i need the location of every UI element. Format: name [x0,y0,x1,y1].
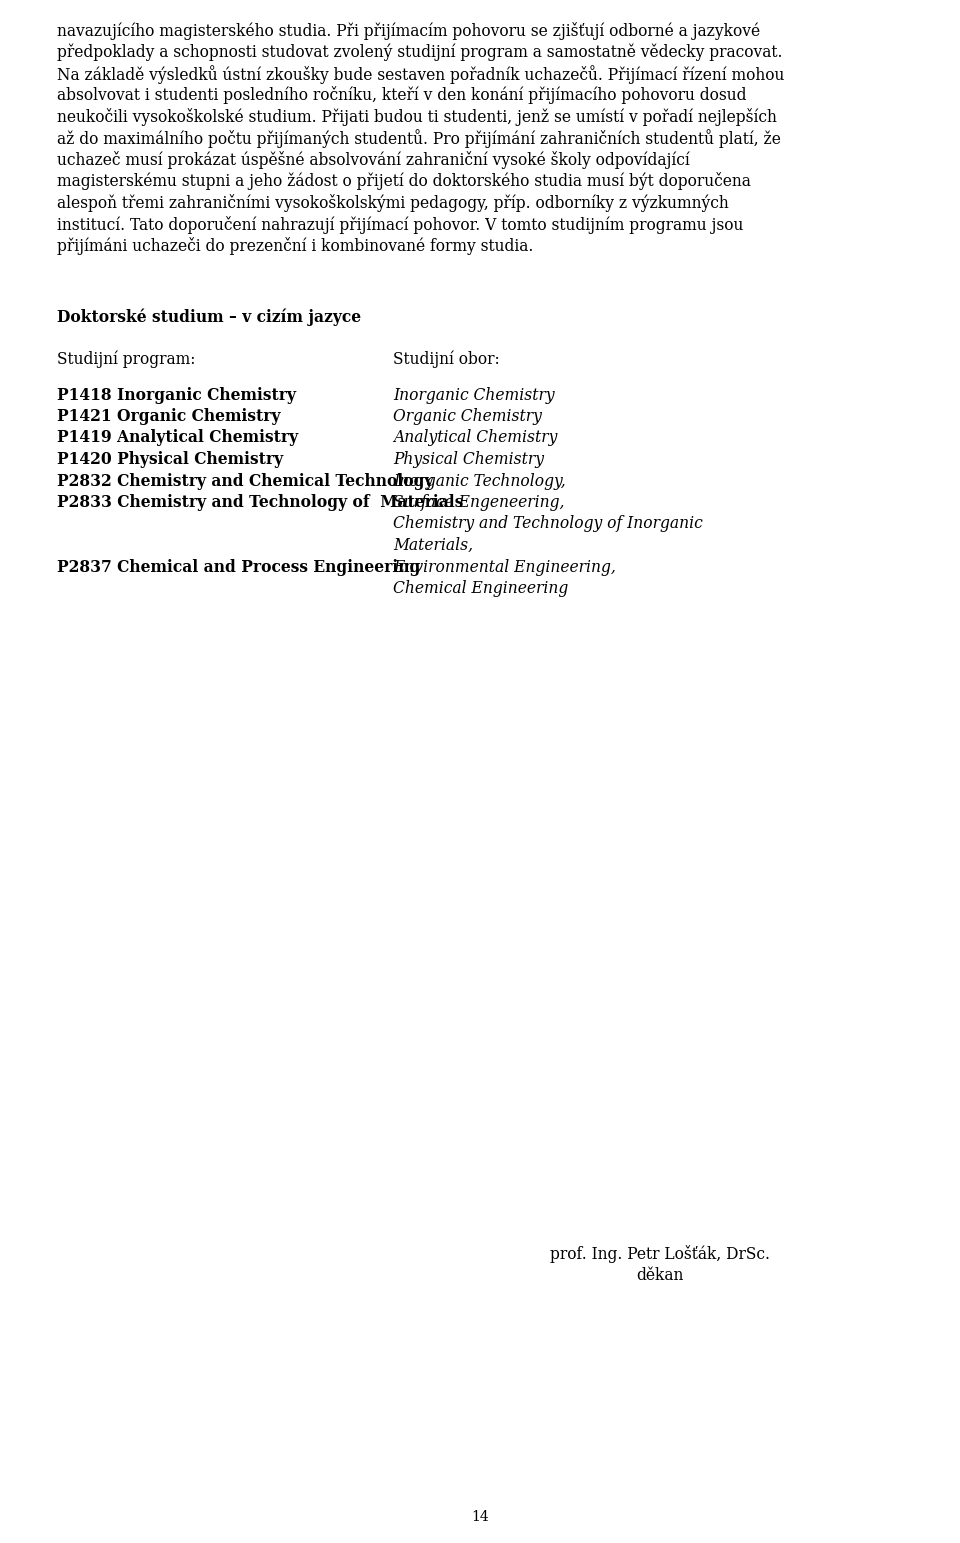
Text: Chemical Engineering: Chemical Engineering [393,580,568,597]
Text: Physical Chemistry: Physical Chemistry [393,451,544,468]
Text: P1421 Organic Chemistry: P1421 Organic Chemistry [57,407,280,424]
Text: neukočili vysokoškolské studium. Přijati budou ti studenti, jenž se umístí v poř: neukočili vysokoškolské studium. Přijati… [57,108,777,127]
Text: P1418 Inorganic Chemistry: P1418 Inorganic Chemistry [57,386,296,404]
Text: 14: 14 [471,1511,489,1524]
Text: Chemistry and Technology of Inorganic: Chemistry and Technology of Inorganic [393,515,703,532]
Text: Analytical Chemistry: Analytical Chemistry [393,429,558,446]
Text: Environmental Engineering,: Environmental Engineering, [393,559,615,576]
Text: Na základě výsledků ústní zkoušky bude sestaven pořadník uchazečů. Přijímací říz: Na základě výsledků ústní zkoušky bude s… [57,65,784,83]
Text: děkan: děkan [636,1267,684,1284]
Text: alespoň třemi zahraničními vysokoškolskými pedagogy, příp. odborníky z výzkumnýc: alespoň třemi zahraničními vysokoškolský… [57,194,729,211]
Text: prof. Ing. Petr Lošťák, DrSc.: prof. Ing. Petr Lošťák, DrSc. [550,1245,770,1264]
Text: P2837 Chemical and Process Engineering: P2837 Chemical and Process Engineering [57,559,420,576]
Text: P1419 Analytical Chemistry: P1419 Analytical Chemistry [57,429,299,446]
Text: P2833 Chemistry and Technology of  Materials: P2833 Chemistry and Technology of Materi… [57,494,464,511]
Text: Doktorské studium – v cizím jazyce: Doktorské studium – v cizím jazyce [57,309,361,326]
Text: Materials,: Materials, [393,537,473,554]
Text: přijímáni uchazeči do prezenční i kombinované formy studia.: přijímáni uchazeči do prezenční i kombin… [57,238,534,255]
Text: absolvovat i studenti posledního ročníku, kteří v den konání přijímacího pohovor: absolvovat i studenti posledního ročníku… [57,86,747,105]
Text: Surface Engeneering,: Surface Engeneering, [393,494,564,511]
Text: magisterskému stupni a jeho žádost o přijetí do doktorského studia musí být dopo: magisterskému stupni a jeho žádost o při… [57,173,751,190]
Text: uchazeč musí prokázat úspěšné absolvování zahraniční vysoké školy odpovídající: uchazeč musí prokázat úspěšné absolvován… [57,151,689,170]
Text: navazujícího magisterského studia. Při přijímacím pohovoru se zjišťují odborné a: navazujícího magisterského studia. Při p… [57,22,760,40]
Text: Organic Chemistry: Organic Chemistry [393,407,541,424]
Text: P1420 Physical Chemistry: P1420 Physical Chemistry [57,451,283,468]
Text: Inorganic Technology,: Inorganic Technology, [393,472,565,489]
Text: Studijní obor:: Studijní obor: [393,350,500,367]
Text: až do maximálního počtu přijímaných studentů. Pro přijímání zahraničních student: až do maximálního počtu přijímaných stud… [57,130,780,148]
Text: předpoklady a schopnosti studovat zvolený studijní program a samostatně vědecky : předpoklady a schopnosti studovat zvolen… [57,43,782,62]
Text: Studijní program:: Studijní program: [57,350,196,367]
Text: Inorganic Chemistry: Inorganic Chemistry [393,386,555,404]
Text: institucí. Tato doporučení nahrazují přijímací pohovor. V tomto studijním progra: institucí. Tato doporučení nahrazují při… [57,216,743,233]
Text: P2832 Chemistry and Chemical Technology: P2832 Chemistry and Chemical Technology [57,472,434,489]
